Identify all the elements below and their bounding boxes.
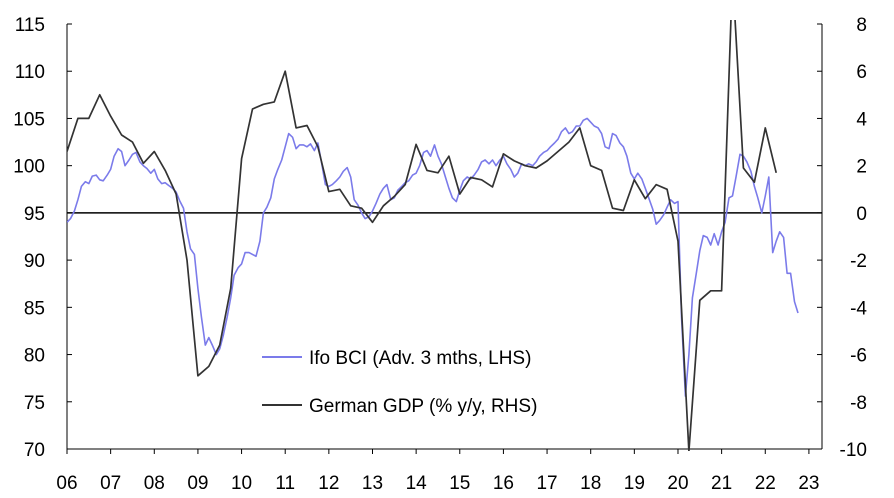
right-tick-label: 2 (856, 157, 867, 178)
x-tick-label: 13 (362, 473, 383, 494)
right-tick-label: -10 (840, 440, 867, 461)
x-tick-label: 17 (536, 473, 557, 494)
x-tick-label: 23 (798, 473, 819, 494)
legend: Ifo BCI (Adv. 3 mths, LHS) German GDP (%… (262, 348, 537, 417)
x-tick-label: 20 (667, 473, 688, 494)
series-line-ifo-bci (67, 117, 799, 397)
left-axis: 70 75 80 85 90 95 100 105 110 115 (13, 15, 72, 461)
left-tick-label: 110 (15, 62, 45, 83)
legend-label-ifo: Ifo BCI (Adv. 3 mths, LHS) (309, 348, 531, 369)
x-tick-label: 14 (406, 473, 428, 494)
right-tick-label: 4 (856, 109, 867, 130)
x-tick-label: 08 (144, 473, 165, 494)
right-tick-label: 8 (856, 15, 867, 36)
left-tick-label: 80 (24, 346, 45, 367)
series-layer (67, 20, 799, 451)
left-tick-label: 85 (24, 298, 45, 319)
left-tick-label: 100 (13, 157, 45, 178)
right-tick-label: -2 (850, 251, 867, 272)
x-tick-label: 12 (318, 473, 339, 494)
x-axis: 06 07 08 09 10 11 12 13 14 15 16 17 18 19 20 21 22 23 (56, 449, 819, 494)
right-tick-label: -8 (850, 393, 867, 414)
x-tick-label: 06 (56, 473, 77, 494)
x-tick-label: 22 (755, 473, 776, 494)
left-tick-label: 90 (24, 251, 45, 272)
left-tick-label: 95 (24, 204, 45, 225)
x-tick-label: 21 (711, 473, 732, 494)
x-tick-label: 15 (449, 473, 470, 494)
right-tick-label: 0 (856, 204, 867, 225)
x-tick-label: 07 (100, 473, 121, 494)
series-line-german-gdp (67, 20, 778, 451)
x-tick-label: 11 (275, 473, 295, 494)
plot-frame (66, 24, 823, 450)
right-tick-label: 6 (856, 62, 867, 83)
left-tick-label: 70 (24, 440, 45, 461)
right-tick-label: -6 (850, 346, 867, 367)
x-tick-label: 09 (187, 473, 208, 494)
x-tick-label: 16 (493, 473, 514, 494)
right-axis: -10 -8 -6 -4 -2 0 2 4 6 8 (817, 15, 867, 461)
left-tick-label: 75 (24, 393, 45, 414)
x-tick-label: 10 (231, 473, 252, 494)
x-tick-label: 18 (580, 473, 601, 494)
x-tick-label: 19 (624, 473, 645, 494)
right-tick-label: -4 (850, 298, 867, 319)
legend-label-gdp: German GDP (% y/y, RHS) (309, 396, 537, 417)
left-tick-label: 105 (13, 109, 45, 130)
left-tick-label: 115 (15, 15, 45, 36)
